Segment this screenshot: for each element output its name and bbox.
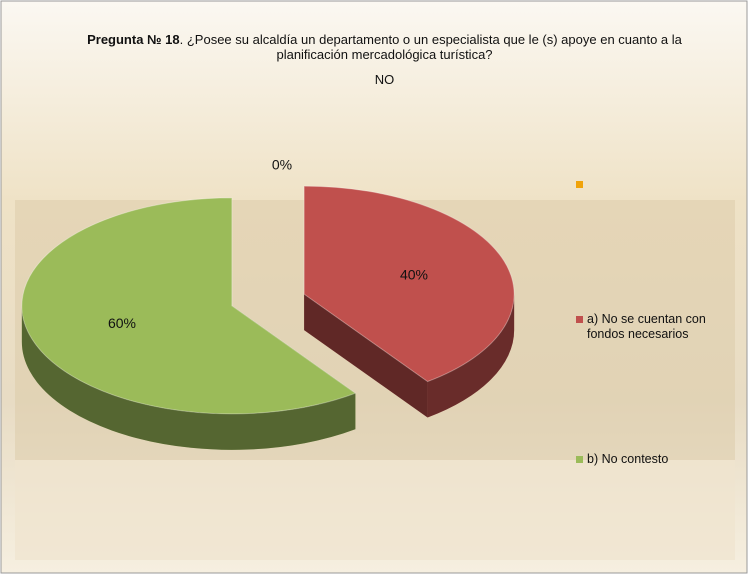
legend-swatch	[576, 456, 583, 463]
legend-label: a) No se cuentan con fondos necesarios	[587, 312, 737, 342]
background-street	[15, 460, 735, 560]
data-label: 0%	[272, 157, 292, 173]
legend-swatch	[576, 316, 583, 323]
chart-frame: 0% 40% 60% Pregunta № 18. ¿Posee su alcald…	[0, 0, 748, 574]
data-label: 60%	[108, 315, 136, 331]
title-text: . ¿Posee su alcaldía un departamento o u…	[180, 32, 682, 62]
title-bold: Pregunta № 18	[87, 32, 180, 47]
legend-label: b) No contesto	[587, 452, 737, 467]
data-label: 40%	[400, 266, 428, 282]
subtitle: NO	[82, 72, 687, 87]
legend-swatch	[576, 181, 583, 188]
chart-title: Pregunta № 18. ¿Posee su alcaldía un dep…	[82, 32, 687, 62]
